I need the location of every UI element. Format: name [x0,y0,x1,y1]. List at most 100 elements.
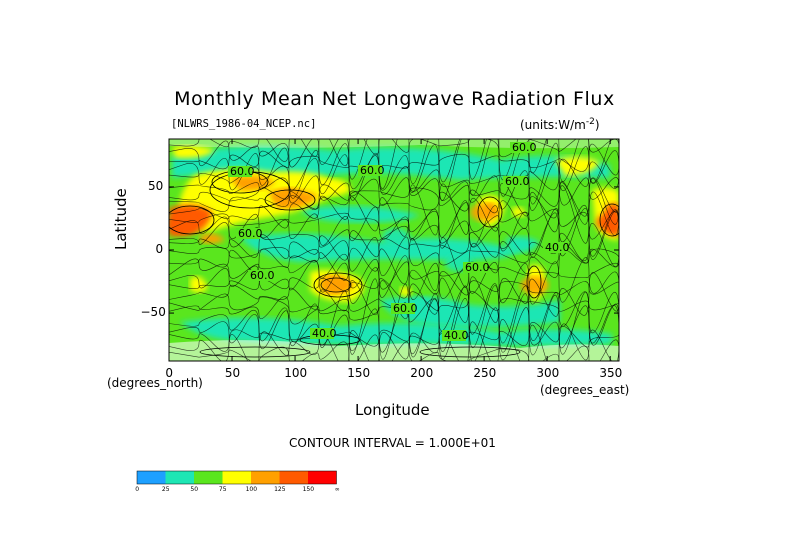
contour-loop-8 [599,203,619,237]
contour-line-8 [169,183,619,244]
contour-loop-6 [526,265,542,299]
field-region-12 [512,206,526,217]
x-tick-label: 50 [224,366,241,380]
contour-label-bg [391,303,415,314]
contour-line-23 [169,322,619,352]
contour-loop-10 [419,346,521,358]
y-unit-label: (degrees_east) [540,383,630,397]
colorbar [136,470,337,485]
contour-line-10 [169,200,619,260]
feature-region-0 [169,215,196,234]
contour-loop-4 [320,277,352,293]
contour-line-16 [169,255,619,305]
contour-line-6 [169,177,619,217]
units-prefix: (units:W/m [520,118,586,132]
colorbar-swatch [279,471,308,484]
x-axis-title: Longitude [355,401,430,419]
x-tick-label: 0 [165,366,174,380]
contour-line-7 [169,178,619,225]
contour-line-1 [169,139,619,190]
contour-label-bg [503,176,527,187]
contour-line-15 [169,253,619,290]
units-exponent: -2 [585,117,595,127]
contour-line-9 [169,202,619,240]
feature-region-3 [470,203,499,222]
colorbar-tick-label: 0 [135,486,140,493]
contour-label-bg [248,270,272,281]
contour-loop-5 [477,196,503,228]
axis-ticks [168,139,619,361]
contour-label: 60.0 [505,175,530,188]
contour-line-24 [169,319,619,361]
contour-loop-3 [313,272,363,298]
y-tick-label: 0 [155,242,164,256]
contour-line-2 [169,143,619,176]
contour-label-bg [442,330,466,341]
x-tick-label: 100 [284,366,308,380]
contour-line-0 [169,139,619,167]
colorbar-swatch [194,471,223,484]
colorbar-frame [136,470,337,485]
contour-label: 60.0 [238,227,263,240]
colorbar-swatch [137,471,166,484]
colorbar-swatch [308,471,337,484]
contour-label-bg [510,142,534,153]
y-tick-label: −50 [140,305,166,320]
x-tick-label: 350 [599,366,623,380]
file-name-label: [NLWRS_1986-04_NCEP.nc] [171,118,317,130]
field-region-6 [172,145,215,159]
field-region-23 [200,233,225,244]
units-suffix: ) [594,118,600,132]
contour-label-bg [543,242,567,253]
colorbar-tick-label: 25 [161,486,170,493]
contour-label: 60.0 [393,302,418,315]
field-region-4 [180,317,612,346]
y-axis-title: Latitude [112,188,130,250]
feature-region-4 [520,276,549,295]
contour-label: 60.0 [250,269,275,282]
colorbar-tick-label: 100 [245,486,258,493]
contour-interval-label: CONTOUR INTERVAL = 1.000E+01 [289,436,496,450]
contour-loop-9 [199,346,311,358]
contour-label: 40.0 [444,329,469,342]
contour-label: 40.0 [545,241,570,254]
colorbar-tick-label: 50 [190,486,199,493]
field-region-5 [505,236,540,253]
contour-labels: 60.0 60.0 60.0 60.0 60.0 60.0 60.0 60.0 40.0 40.0… [228,141,570,342]
contour-line-17 [169,269,619,299]
contour-label: 60.0 [512,141,537,154]
contour-label-bg [310,328,334,339]
contour-loop-7 [169,205,215,235]
plot-area: 60.0 60.0 60.0 60.0 60.0 60.0 60.0 60.0 40.0 40.0… [169,139,619,361]
colorbar-tick-label: 125 [274,486,286,493]
colorbar-swatch [251,471,280,484]
colorbar-tick-label: 150 [302,486,315,493]
field-region-2 [300,206,420,223]
contour-label-bg [463,262,487,273]
contour-label: 60.0 [230,165,255,178]
contour-loop-2 [264,189,316,211]
feature-region-6 [381,228,410,247]
contour-label: 40.0 [312,327,337,340]
colorbar-swatch [222,471,251,484]
colorbar-swatch [165,471,194,484]
contour-label-bg [228,166,252,177]
contour-line-5 [169,161,619,211]
chart-title: Monthly Mean Net Longwave Radiation Flux [174,88,615,110]
contour-label-bg [236,228,260,239]
y-tick-label: 50 [148,178,164,193]
x-tick-label: 250 [473,366,497,380]
contour-label: 60.0 [360,164,385,177]
x-tick-label: 300 [536,366,560,380]
colorbar-tick-label: ∞ [334,486,340,493]
contour-line-3 [169,139,619,205]
polar-band-north [169,139,619,149]
x-tick-label: 150 [347,366,371,380]
units-label: (units:W/m-2) [520,117,600,132]
field-region-1 [240,233,520,262]
x-tick-label: 200 [410,366,434,380]
x-unit-label: (degrees_north) [107,376,203,390]
contour-label-bg [358,165,382,176]
contour-line-21 [169,278,619,360]
